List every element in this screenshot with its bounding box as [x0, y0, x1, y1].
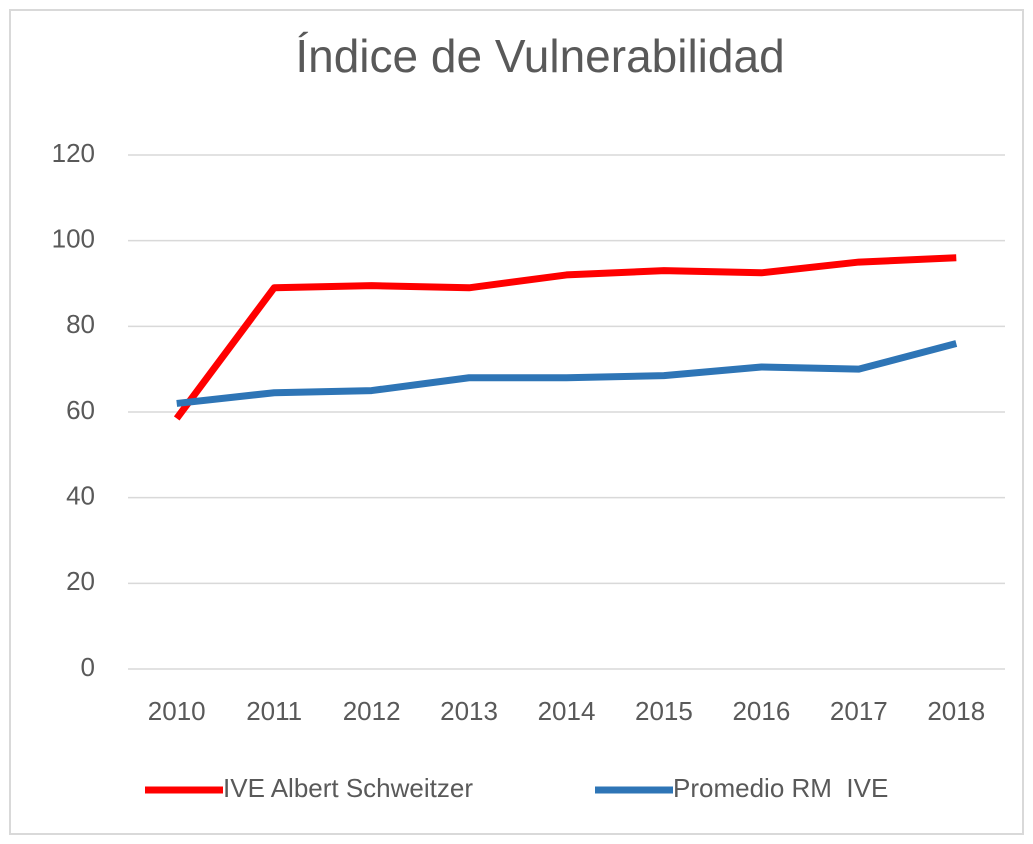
y-tick-label: 40: [66, 481, 95, 511]
chart-title: Índice de Vulnerabilidad: [295, 30, 784, 82]
y-tick-label: 80: [66, 309, 95, 339]
legend-label: IVE Albert Schweitzer: [223, 773, 473, 803]
y-tick-label: 120: [52, 138, 95, 168]
legend-label: Promedio RM IVE: [673, 773, 888, 803]
x-tick-label: 2014: [538, 696, 596, 726]
x-tick-label: 2015: [635, 696, 693, 726]
x-tick-label: 2017: [830, 696, 888, 726]
x-tick-label: 2018: [927, 696, 985, 726]
y-tick-label: 0: [81, 652, 95, 682]
y-tick-label: 60: [66, 395, 95, 425]
series-line: [173, 254, 957, 421]
x-tick-label: 2013: [440, 696, 498, 726]
chart-frame: [9, 9, 1024, 835]
x-tick-label: 2012: [343, 696, 401, 726]
x-tick-label: 2010: [148, 696, 206, 726]
x-tick-label: 2016: [732, 696, 790, 726]
x-tick-label: 2011: [246, 696, 302, 726]
series-line: [176, 340, 958, 407]
y-tick-label: 20: [66, 566, 95, 596]
y-tick-label: 100: [52, 224, 95, 254]
